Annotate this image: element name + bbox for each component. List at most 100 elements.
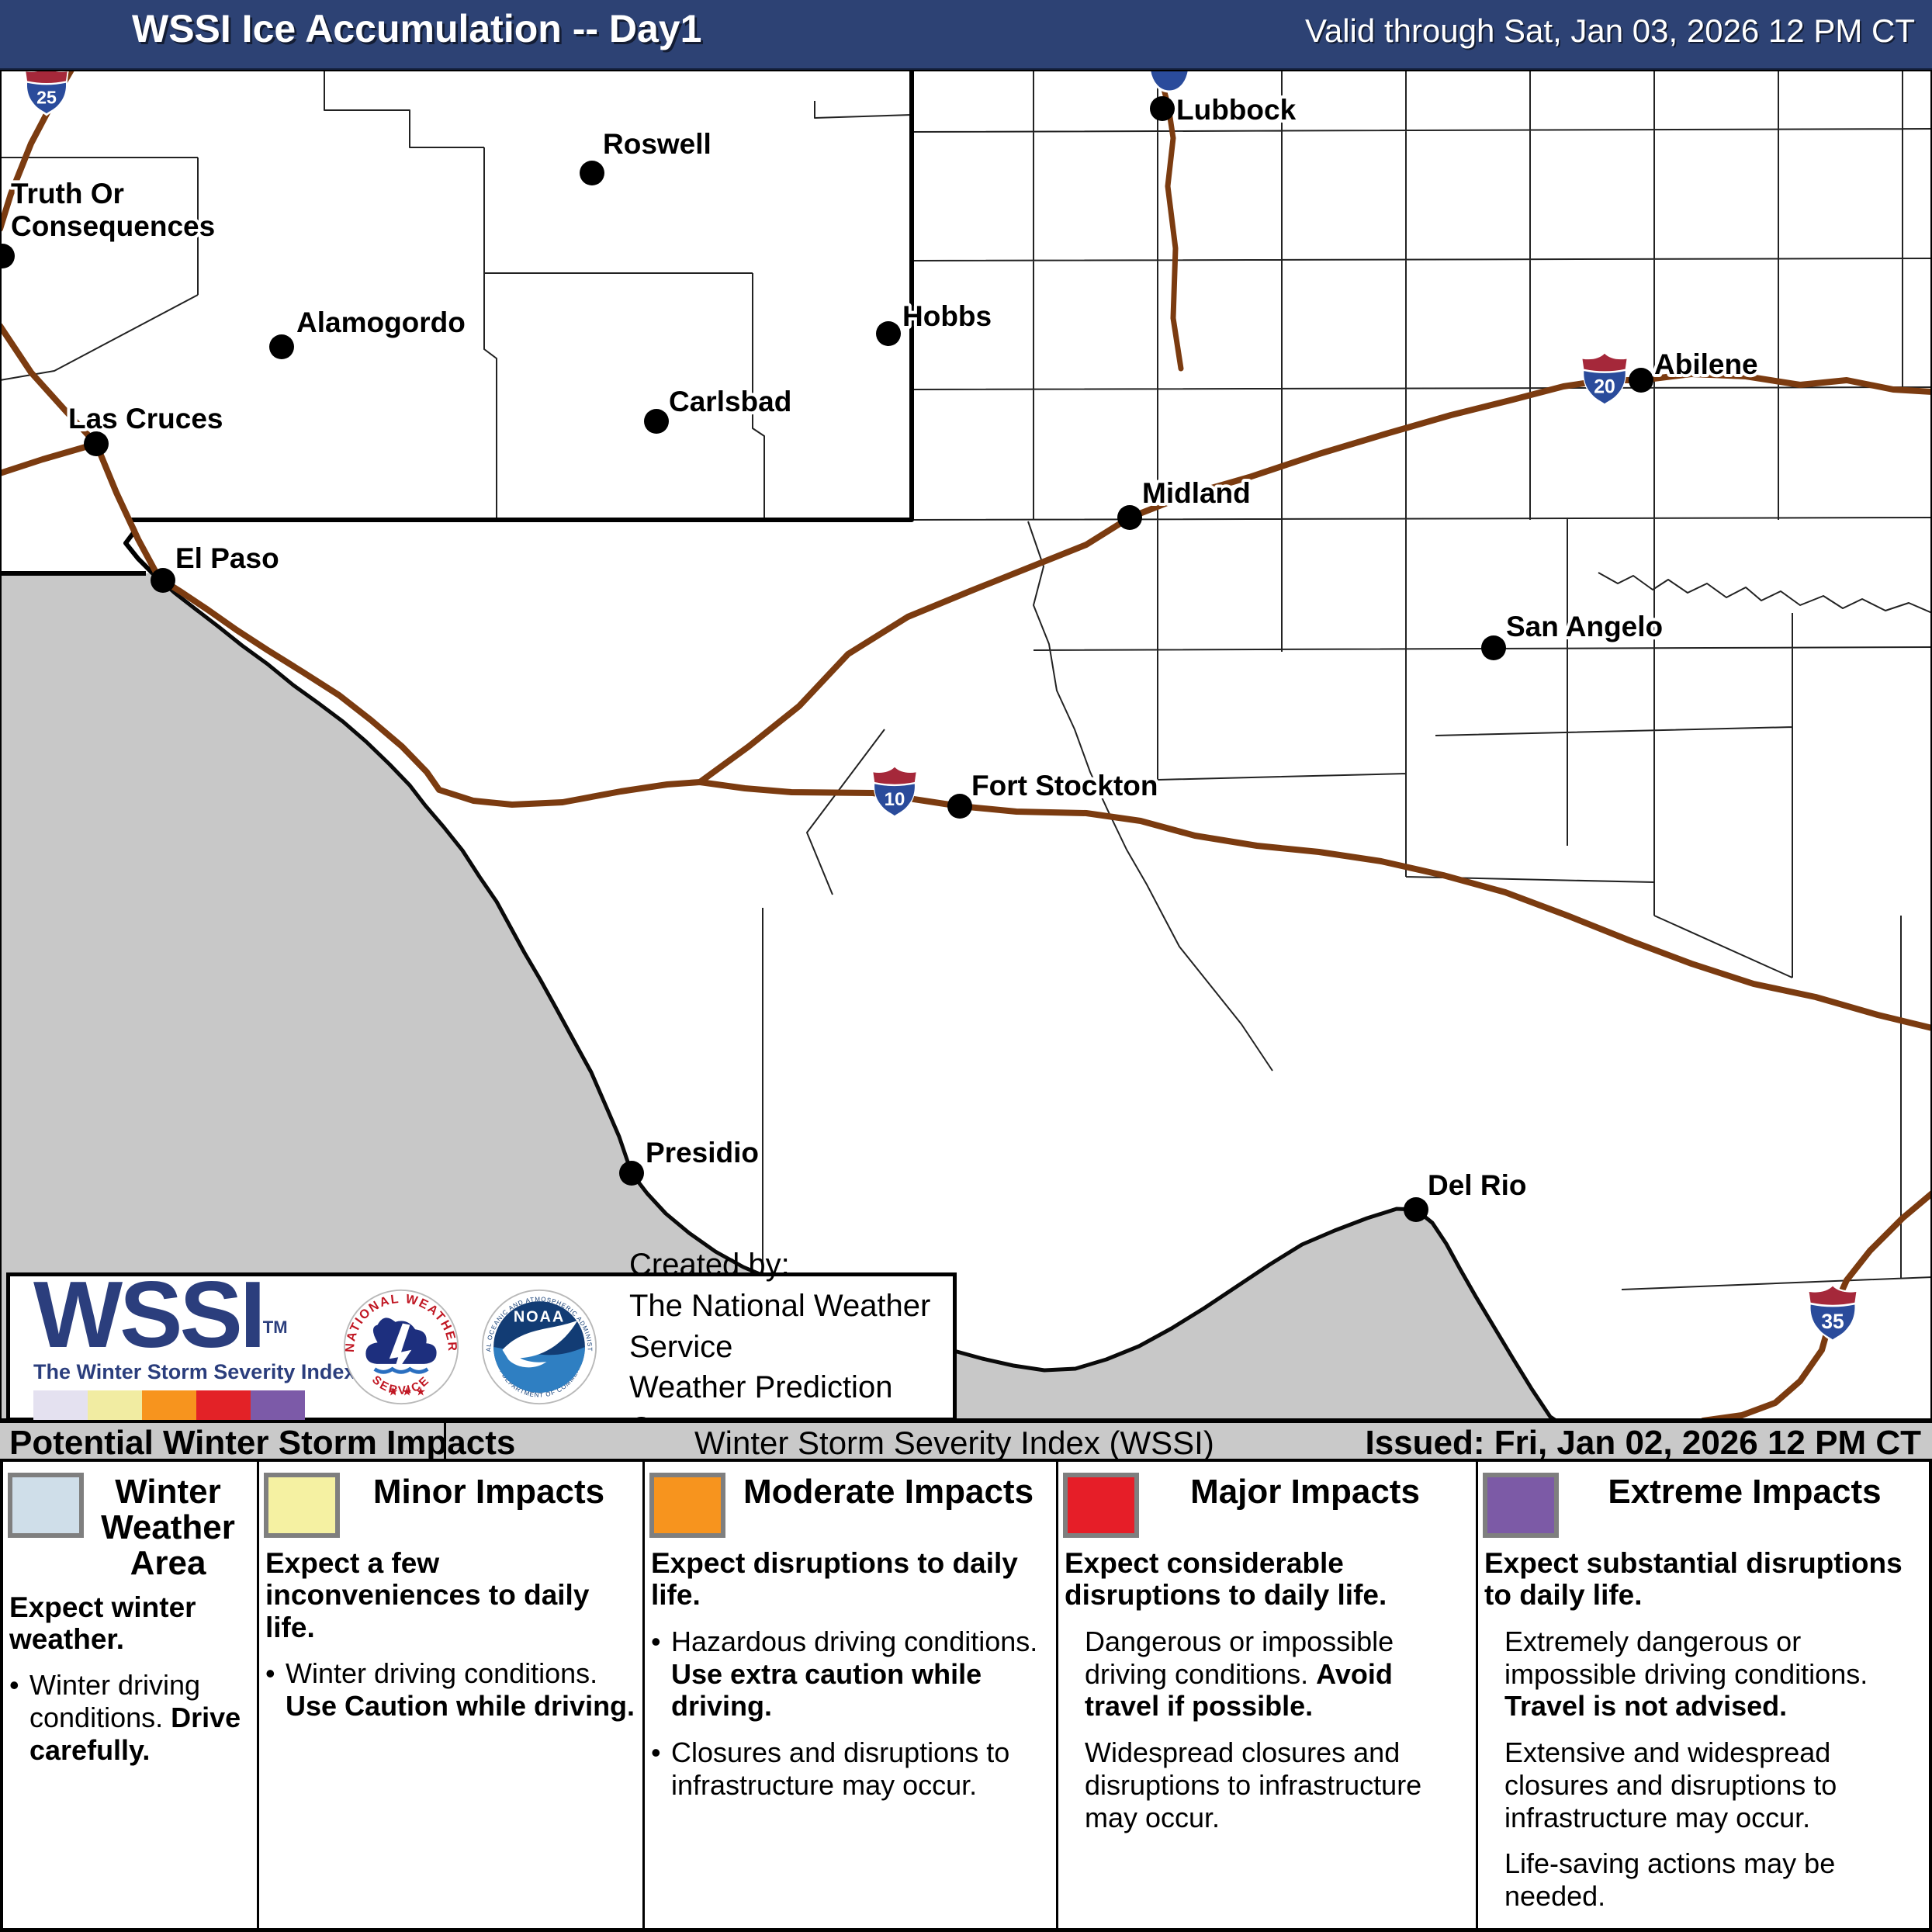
impacts-bar-divider [444,1423,446,1459]
city-dot [876,321,901,346]
trademark-symbol: TM [262,1317,288,1338]
city-dot [644,409,669,434]
title-bar: WSSI Ice Accumulation -- Day1 Valid thro… [0,0,1932,70]
noaa-logo-icon: NATIONAL OCEANIC AND ATMOSPHERIC ADMINIS… [480,1288,597,1405]
created-by-line: Created by: [629,1248,790,1283]
interstate-25-shield: 25 [24,70,69,116]
city-label: Presidio [646,1137,759,1169]
legend-item: Dangerous or impossible driving conditio… [1085,1625,1394,1723]
interstate-shield-number: 35 [1821,1310,1844,1333]
issued-text: Issued: Fri, Jan 02, 2026 12 PM CT [1365,1424,1921,1462]
mexico-region [0,573,1555,1420]
interstate-35-shield: 35 [1807,1284,1858,1343]
city-carlsbad: Carlsbad [644,383,795,434]
legend-swatch-winter-weather-area [8,1473,84,1538]
city-label: Lubbock [1176,94,1297,126]
legend-title: Extreme Impacts [1608,1473,1882,1511]
noaa-label: NOAA [514,1309,565,1326]
city-label: Hobbs [902,300,992,332]
severity-strip-cell [88,1390,142,1423]
interstate-shield-number: 10 [885,789,905,810]
city-del-rio: Del Rio [1404,1166,1529,1222]
legend-column-extreme-impacts: Extreme Impacts Expect substantial disrup… [1478,1462,1932,1928]
city-dot [151,568,175,593]
severity-strip-cell [142,1390,196,1423]
city-lubbock: Lubbock [1150,91,1300,129]
interstate-10-road [93,441,1932,1031]
new-mexico-texas-border [123,70,914,580]
city-label: San Angelo [1506,611,1663,642]
impacts-legend: Winter Weather Area Expect winter weather… [0,1462,1932,1932]
legend-title: Major Impacts [1190,1473,1420,1511]
city-el-paso: El Paso [151,539,282,593]
severity-strip-cell [196,1390,251,1423]
city-alamogordo: Alamogordo [269,303,469,359]
wssi-logo: WSSITM The Winter Storm Severity Index [33,1267,355,1423]
map-frame [0,70,1932,1420]
valid-through-text: Valid through Sat, Jan 03, 2026 12 PM CT [1304,12,1915,49]
legend-item: • Winter driving conditions. Drive carefu… [9,1669,241,1766]
interstate-shields: 25 20 10 35 [24,70,1858,1343]
wssi-severity-color-strip [33,1390,322,1423]
impacts-title-bar: Potential Winter Storm Impacts Winter St… [0,1420,1932,1462]
city-label: Roswell [603,128,712,160]
partial-interstate-shield [1148,70,1190,93]
city-abilene: Abilene [1629,345,1761,393]
city-las-cruces: Las Cruces [65,400,227,456]
impact-map: 25 20 10 35 Lubbock Roswell Truth Or Consequen… [0,70,1932,1420]
city-hobbs: Hobbs [876,297,995,346]
city-dot [1404,1197,1428,1222]
legend-item: Widespread closures and disruptions to i… [1085,1736,1422,1833]
severity-strip-cell [33,1390,88,1423]
interstate-shield-number: 25 [36,87,57,107]
legend-heading: Expect substantial disruptions to daily … [1484,1547,1903,1612]
city-dot [619,1161,644,1186]
interstate-roads [0,70,1932,1420]
city-dot [1117,505,1142,530]
legend-item: Extremely dangerous or impossible drivin… [1504,1625,1868,1723]
interstate-27-road [1161,70,1184,372]
city-label: Alamogordo [296,306,466,338]
city-label: Del Rio [1428,1169,1526,1201]
city-roswell: Roswell [580,125,715,185]
city-fort-stockton: Fort Stockton [947,767,1161,819]
legend-swatch-extreme-impacts [1483,1473,1559,1538]
city-label: El Paso [175,542,279,574]
legend-swatch-moderate-impacts [649,1473,725,1538]
nws-logo-icon: NATIONAL WEATHER SERVICE ★ ★ ★ [343,1289,459,1405]
created-by-text: Created by: The National Weather Service… [629,1245,943,1449]
legend-title: Winter Weather Area [101,1473,235,1583]
legend-swatch-minor-impacts [264,1473,340,1538]
interstate-20-shield: 20 [1581,351,1629,407]
legend-item: Extensive and widespread closures and di… [1504,1736,1837,1833]
city-san-angelo: San Angelo [1481,608,1666,660]
legend-item: • Winter driving conditions. Use Caution … [265,1657,635,1723]
city-midland: Midland [1117,474,1254,530]
city-label: Midland [1142,477,1251,509]
legend-item: • Hazardous driving conditions. Use extra… [651,1625,1038,1723]
severity-strip-cell [251,1390,305,1423]
city-label: Las Cruces [68,403,223,435]
interstate-shield-number: 20 [1594,377,1615,398]
legend-heading: Expect disruptions to daily life. [651,1547,1018,1612]
legend-title: Minor Impacts [372,1473,605,1511]
legend-column-winter-weather-area: Winter Weather Area Expect winter weather… [3,1462,259,1928]
city-dot [947,794,972,819]
legend-column-major-impacts: Major Impacts Expect considerable disrupt… [1058,1462,1478,1928]
interstate-25-south-road [0,323,99,447]
interstate-20-road [697,371,1932,785]
legend-heading: Expect considerable disruptions to daily… [1065,1547,1387,1612]
city-dot [1481,635,1506,660]
legend-title: Moderate Impacts [743,1473,1034,1511]
city-dot [1629,368,1653,393]
impacts-bar-left: Potential Winter Storm Impacts [9,1424,516,1462]
city-label: Carlsbad [669,386,791,417]
interstate-10-shield: 10 [871,765,918,819]
legend-swatch-major-impacts [1063,1473,1139,1538]
created-by-line: The National Weather Service [629,1288,931,1364]
city-dot [269,334,294,359]
impacts-bar-center: Winter Storm Severity Index (WSSI) [694,1425,1214,1461]
city-dot [84,431,109,456]
legend-column-minor-impacts: Minor Impacts Expect a few inconveniences… [259,1462,645,1928]
